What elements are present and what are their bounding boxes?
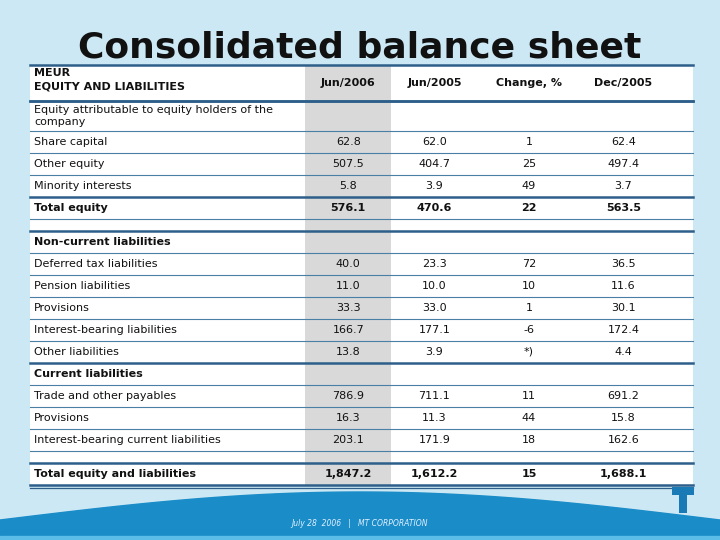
Text: 72: 72 [522,259,536,269]
Text: 3.9: 3.9 [426,181,444,191]
Text: Interest-bearing liabilities: Interest-bearing liabilities [34,325,177,335]
Text: 507.5: 507.5 [333,159,364,169]
Text: 177.1: 177.1 [418,325,451,335]
Text: 5.8: 5.8 [339,181,357,191]
Text: 1,688.1: 1,688.1 [600,469,647,479]
Text: Provisions: Provisions [34,303,90,313]
Text: Trade and other payables: Trade and other payables [34,391,176,401]
Text: 62.4: 62.4 [611,137,636,147]
Text: 49: 49 [522,181,536,191]
Text: 786.9: 786.9 [332,391,364,401]
Text: Other liabilities: Other liabilities [34,347,119,357]
Text: *): *) [524,347,534,357]
Text: -6: -6 [523,325,534,335]
Text: 11.6: 11.6 [611,281,636,291]
Text: 25: 25 [522,159,536,169]
Text: 162.6: 162.6 [608,435,639,445]
Bar [305,65,392,485]
Text: Share capital: Share capital [34,137,107,147]
Text: 404.7: 404.7 [418,159,451,169]
Text: MEUR
EQUITY AND LIABILITIES: MEUR EQUITY AND LIABILITIES [34,68,185,91]
Text: Deferred tax liabilities: Deferred tax liabilities [34,259,158,269]
Text: Pension liabilities: Pension liabilities [34,281,130,291]
Text: Non-current liabilities: Non-current liabilities [34,237,171,247]
Text: Interest-bearing current liabilities: Interest-bearing current liabilities [34,435,221,445]
Text: Jun/2006: Jun/2006 [321,78,376,88]
Text: 44: 44 [522,413,536,423]
Text: 10.0: 10.0 [422,281,446,291]
Text: Minority interests: Minority interests [34,181,132,191]
Text: July 28  2006   |   MT CORPORATION: July 28 2006 | MT CORPORATION [292,519,428,528]
Text: 15: 15 [521,469,536,479]
Text: Current liabilities: Current liabilities [34,369,143,379]
Text: 33.0: 33.0 [422,303,446,313]
Text: 33.3: 33.3 [336,303,361,313]
Text: 10: 10 [522,281,536,291]
Text: 166.7: 166.7 [333,325,364,335]
Text: 1: 1 [526,137,532,147]
Text: 3.9: 3.9 [426,347,444,357]
Text: 18: 18 [522,435,536,445]
Text: 1,612.2: 1,612.2 [410,469,458,479]
Text: Total equity and liabilities: Total equity and liabilities [34,469,196,479]
Text: Provisions: Provisions [34,413,90,423]
Text: Other equity: Other equity [34,159,104,169]
Bar [30,65,693,485]
Text: 171.9: 171.9 [418,435,451,445]
Text: 3.7: 3.7 [614,181,632,191]
Text: Total equity: Total equity [34,203,108,213]
Text: 1: 1 [526,303,532,313]
Text: 691.2: 691.2 [608,391,639,401]
Text: 11: 11 [522,391,536,401]
Text: 1,847.2: 1,847.2 [325,469,372,479]
Text: 36.5: 36.5 [611,259,636,269]
Text: 11.3: 11.3 [422,413,446,423]
Text: 15.8: 15.8 [611,413,636,423]
Text: 16.3: 16.3 [336,413,361,423]
Bar [672,487,694,495]
Text: 563.5: 563.5 [606,203,641,213]
Text: 172.4: 172.4 [608,325,639,335]
Text: 30.1: 30.1 [611,303,636,313]
Text: 497.4: 497.4 [608,159,639,169]
Text: Consolidated balance sheet: Consolidated balance sheet [78,30,642,64]
Text: 711.1: 711.1 [418,391,450,401]
Text: 4.4: 4.4 [614,347,632,357]
Text: 22: 22 [521,203,536,213]
Bar [679,495,687,513]
Text: 40.0: 40.0 [336,259,361,269]
Text: 23.3: 23.3 [422,259,447,269]
Text: Jun/2005: Jun/2005 [408,78,462,88]
Text: 470.6: 470.6 [417,203,452,213]
Text: 11.0: 11.0 [336,281,361,291]
Text: Change, %: Change, % [496,78,562,88]
Text: 62.8: 62.8 [336,137,361,147]
Text: 62.0: 62.0 [422,137,447,147]
Text: Equity attributable to equity holders of the
company: Equity attributable to equity holders of… [34,105,273,127]
Text: 203.1: 203.1 [333,435,364,445]
Text: 576.1: 576.1 [330,203,366,213]
Text: Dec/2005: Dec/2005 [594,78,652,88]
Text: 13.8: 13.8 [336,347,361,357]
